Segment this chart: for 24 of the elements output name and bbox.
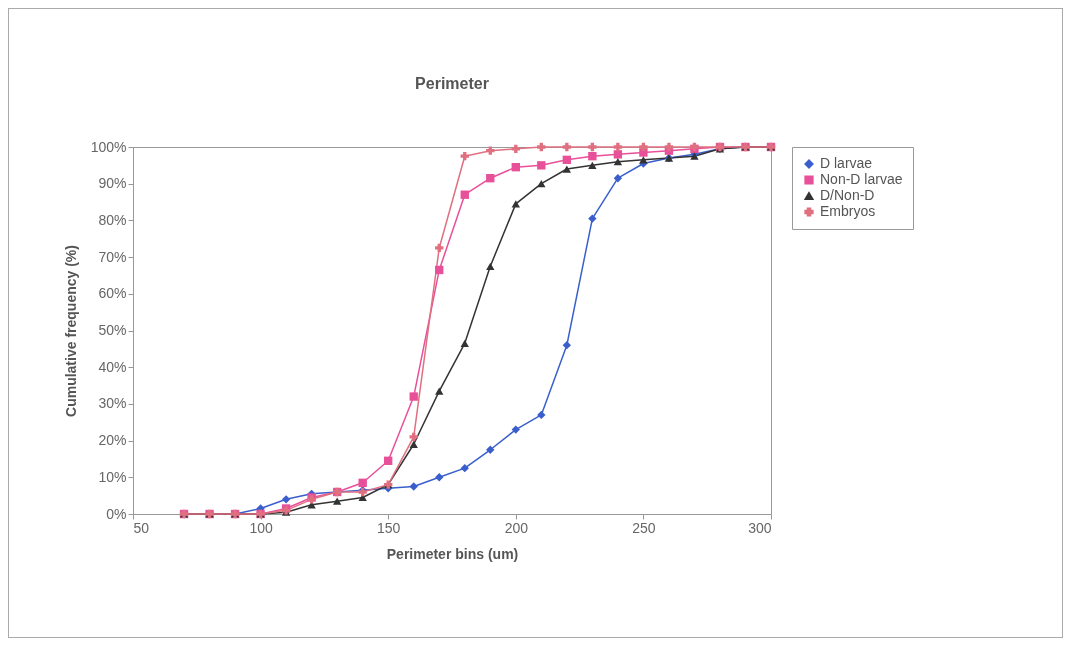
- y-tick-label: 100%: [90, 138, 127, 155]
- x-tick-label: 200: [504, 519, 529, 536]
- legend-label: D larvae: [820, 155, 873, 171]
- chart-title: Perimeter: [415, 75, 489, 92]
- x-tick-label: 250: [632, 519, 656, 536]
- legend-label: Non-D larvae: [820, 171, 903, 187]
- y-tick-label: 30%: [98, 395, 127, 412]
- x-axis-title: Perimeter bins (um): [386, 545, 519, 562]
- x-tick-label: 150: [377, 519, 401, 536]
- legend-label: Embryos: [820, 203, 876, 219]
- x-tick-label: 50: [133, 519, 150, 536]
- y-tick-label: 70%: [98, 248, 127, 265]
- y-tick-label: 60%: [98, 285, 127, 302]
- y-axis-title: Cumulative frequency (%): [62, 245, 79, 417]
- x-tick-label: 300: [748, 519, 772, 536]
- y-tick-label: 10%: [98, 468, 127, 485]
- y-tick-label: 50%: [98, 322, 127, 338]
- y-tick-label: 20%: [98, 432, 127, 449]
- legend-label: D/Non-D: [820, 187, 875, 203]
- y-tick-label: 0%: [106, 505, 127, 522]
- y-tick-label: 80%: [98, 211, 127, 228]
- y-tick-label: 40%: [98, 358, 127, 375]
- x-tick-label: 100: [249, 519, 273, 536]
- y-tick-label: 90%: [98, 175, 127, 192]
